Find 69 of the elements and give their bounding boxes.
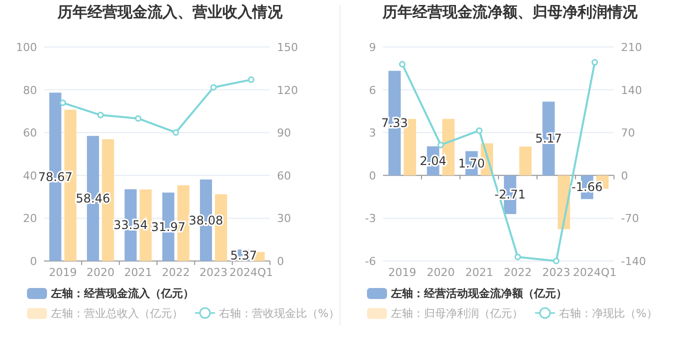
data-label: 2.04 (420, 154, 446, 168)
chart-title: 历年经营现金流入、营业收入情况 (56, 3, 284, 21)
x-tick-label: 2021 (124, 266, 152, 279)
y-tick-label: 3 (369, 126, 376, 140)
y2-tick-label: 120 (277, 84, 298, 97)
x-tick-label: 2023 (200, 266, 228, 279)
x-tick-label: 2019 (388, 266, 416, 279)
y-tick-label: -6 (365, 255, 376, 268)
x-tick-label: 2024Q1 (572, 266, 617, 279)
y2-tick-label: -70 (621, 212, 639, 226)
data-label: 78.67 (38, 170, 72, 184)
point (210, 84, 217, 91)
point (592, 59, 598, 66)
data-label: 5.37 (230, 248, 257, 262)
y2-tick-label: 210 (621, 41, 642, 54)
y-tick-label: 60 (23, 126, 37, 140)
y-tick-label: -3 (365, 212, 376, 226)
point (134, 115, 142, 122)
x-tick-label: 2023 (542, 266, 570, 279)
point (97, 112, 104, 118)
point (248, 76, 254, 83)
y2-tick-label: 30 (277, 212, 291, 226)
legend-label: 左轴：经营现金流入（亿元） (50, 287, 194, 300)
point (438, 142, 444, 148)
y2-tick-label: 150 (277, 41, 298, 54)
legend-label: 右轴：净现比（%） (559, 307, 658, 320)
legend-label: 右轴：营收现金比（%） (219, 307, 340, 320)
y-tick-label: 80 (23, 84, 37, 97)
y2-tick-label: 70 (621, 126, 635, 140)
x-tick-label: 2022 (162, 266, 190, 279)
data-label: 31.97 (151, 220, 186, 234)
point (476, 127, 482, 134)
y-tick-label: 0 (369, 169, 376, 182)
bar (519, 146, 532, 176)
x-tick-label: 2019 (48, 266, 77, 279)
point (514, 254, 521, 260)
data-label: -2.71 (494, 188, 526, 202)
y2-tick-label: 90 (277, 126, 291, 140)
x-tick-label: 2022 (504, 266, 532, 279)
y2-tick-label: 60 (277, 169, 291, 182)
y2-tick-label: 140 (621, 84, 642, 97)
point (60, 100, 66, 106)
x-tick-label: 2024Q1 (229, 266, 273, 279)
y2-tick-label: 0 (621, 169, 628, 182)
y-tick-label: 20 (23, 212, 37, 226)
chart-title: 历年经营现金流净额、归母净利润情况 (382, 3, 638, 21)
legend-label: 左轴：营业总收入（亿元） (51, 307, 183, 320)
legend-label: 左轴：归母净利润（亿元） (391, 307, 523, 320)
data-label: 33.54 (113, 218, 148, 232)
point (553, 258, 560, 264)
data-label: 1.70 (458, 156, 485, 170)
y-tick-label: 40 (23, 169, 37, 182)
data-label: 58.46 (76, 191, 110, 206)
legend-label: 左轴：经营活动现金流净额（亿元） (390, 287, 567, 300)
y2-tick-label: 0 (277, 255, 284, 268)
point (172, 129, 180, 136)
data-label: 7.33 (381, 116, 408, 130)
data-label: 38.08 (188, 213, 224, 228)
x-tick-label: 2020 (426, 266, 455, 279)
y-tick-label: 6 (369, 84, 376, 97)
y2-tick-label: -140 (621, 255, 646, 268)
y-tick-label: 0 (30, 255, 37, 268)
x-tick-label: 2020 (86, 266, 114, 279)
point (399, 60, 406, 68)
x-tick-label: 2021 (465, 266, 494, 279)
data-label: 5.17 (535, 132, 562, 146)
data-label: -1.66 (572, 180, 603, 194)
y-tick-label: 9 (369, 41, 376, 54)
y-tick-label: 100 (16, 41, 37, 54)
